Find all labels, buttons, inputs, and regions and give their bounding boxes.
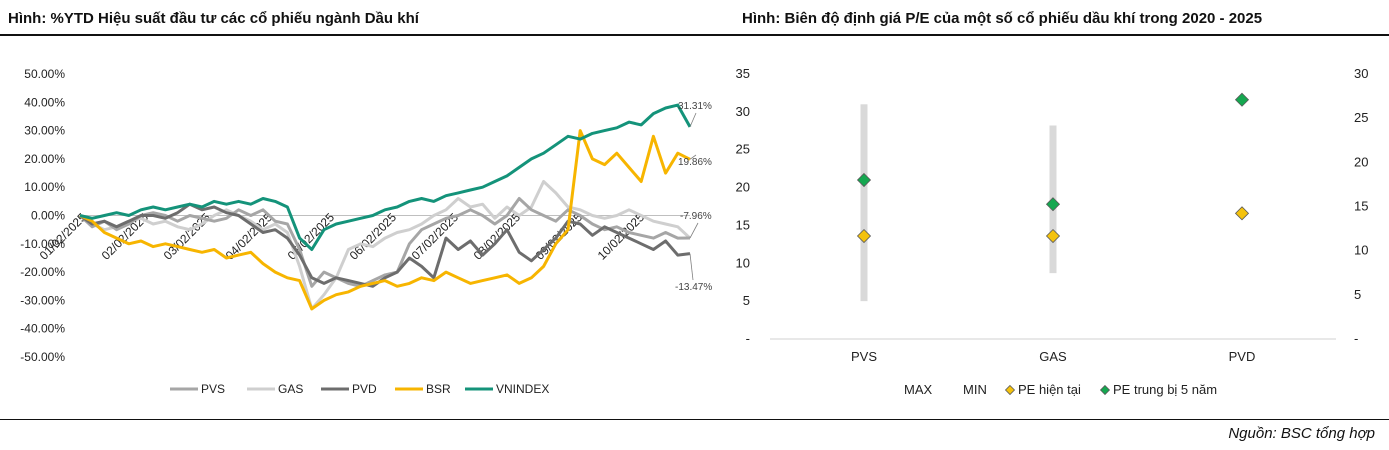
legend-label-max: MAX xyxy=(904,382,933,397)
series-line-pvs xyxy=(78,197,691,288)
source-note: Nguồn: BSC tổng hợp xyxy=(1228,425,1375,442)
legend-swatch-pe-current xyxy=(1004,384,1016,396)
end-label-leader xyxy=(689,222,699,239)
y-left-tick-label: 10 xyxy=(736,255,750,270)
title-divider xyxy=(0,34,1389,36)
y-tick-label: 20.00% xyxy=(24,152,65,166)
y-right-tick-label: 25 xyxy=(1354,110,1368,125)
series-line-pvd xyxy=(79,202,691,288)
y-left-tick-label: 15 xyxy=(736,217,750,232)
end-value-label: -13.47% xyxy=(675,282,712,293)
legend-label-min: MIN xyxy=(963,382,987,397)
legend-label-pvd: PVD xyxy=(352,382,377,396)
category-label: PVS xyxy=(851,349,877,364)
pe-range-chart: 35 30 25 20 15 10 5 - 30 25 20 15 10 5 - PVS GAS PVD MAX MI… xyxy=(736,66,1369,397)
y-left-tick-label: 25 xyxy=(736,142,750,157)
y-right-tick-label: 5 xyxy=(1354,287,1361,302)
y-left-tick-label: 35 xyxy=(736,66,750,81)
y-tick-label: -30.00% xyxy=(20,293,65,307)
end-value-label: 19.86% xyxy=(678,157,712,168)
y-tick-label: -50.00% xyxy=(20,350,65,364)
legend-label-vnindex: VNINDEX xyxy=(496,382,549,396)
pe-avg-marker xyxy=(1045,197,1061,212)
y-tick-label: -20.00% xyxy=(20,265,65,279)
y-tick-label: 0.00% xyxy=(31,209,65,223)
pe-current-marker xyxy=(856,228,872,244)
legend-label-bsr: BSR xyxy=(426,382,451,396)
bottom-divider xyxy=(0,419,1389,420)
end-label-leader xyxy=(689,112,697,128)
y-tick-label: -40.00% xyxy=(20,322,65,336)
legend-label-pvs: PVS xyxy=(201,382,225,396)
y-tick-label: 40.00% xyxy=(24,95,65,109)
category-label: GAS xyxy=(1039,349,1067,364)
legend-label-gas: GAS xyxy=(278,382,303,396)
y-tick-label: 10.00% xyxy=(24,180,65,194)
y-right-tick-label: 10 xyxy=(1354,243,1368,258)
y-left-tick-label: 30 xyxy=(736,104,750,119)
series-line-vnindex xyxy=(79,103,692,251)
pe-avg-marker xyxy=(856,172,872,188)
pe-current-marker xyxy=(1234,206,1250,221)
y-right-tick-label: 30 xyxy=(1354,66,1368,81)
legend-swatch-pe-avg xyxy=(1099,384,1111,396)
left-chart-title: Hình: %YTD Hiệu suất đầu tư các cổ phiếu… xyxy=(8,10,419,27)
y-left-tick-label: - xyxy=(746,331,750,346)
series-line-gas xyxy=(79,180,692,311)
end-value-label: 31.31% xyxy=(678,101,712,112)
end-value-label: -7.96% xyxy=(680,211,712,222)
pe-avg-marker xyxy=(1234,92,1250,107)
legend-label-pe-avg: PE trung bị 5 năm xyxy=(1113,382,1217,397)
y-left-tick-label: 5 xyxy=(743,293,750,308)
y-left-tick-label: 20 xyxy=(736,180,750,195)
pe-range-bar xyxy=(860,104,868,302)
series-line-bsr xyxy=(79,129,691,311)
end-label-leader xyxy=(689,154,697,160)
category-label: PVD xyxy=(1229,349,1256,364)
y-right-tick-label: - xyxy=(1354,331,1358,346)
y-right-tick-label: 20 xyxy=(1354,154,1368,169)
y-right-tick-label: 15 xyxy=(1354,199,1368,214)
ytd-line-chart: 50.00% 40.00% 30.00% 20.00% 10.00% 0.00% -10.0… xyxy=(20,67,712,396)
y-tick-label: 30.00% xyxy=(24,124,65,138)
pe-current-marker xyxy=(1045,228,1061,244)
legend-label-pe-current: PE hiện tại xyxy=(1018,382,1081,397)
end-label-leader xyxy=(689,253,694,281)
y-tick-label: -10.00% xyxy=(20,237,65,251)
y-tick-label: 50.00% xyxy=(24,67,65,81)
x-tick-label: 04/02/2025 xyxy=(223,210,276,263)
right-chart-title: Hình: Biên độ định giá P/E của một số cổ… xyxy=(742,10,1263,27)
